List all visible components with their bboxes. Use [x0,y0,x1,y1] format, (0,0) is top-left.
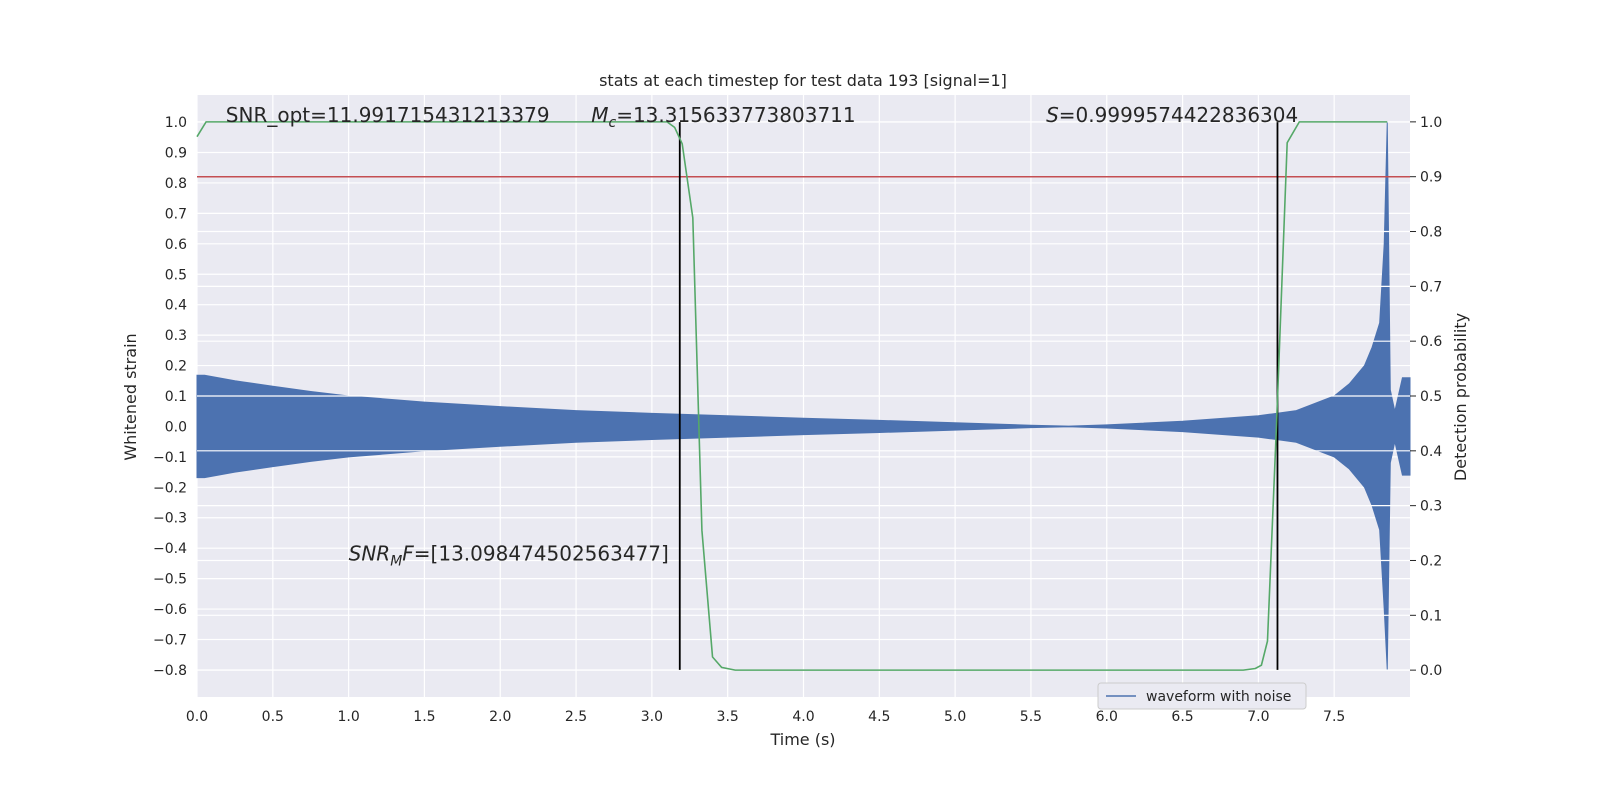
x-tick-label: 7.5 [1323,709,1345,725]
y-tick-label: −0.1 [153,450,187,466]
y-tick-label: 0.7 [165,206,187,222]
x-tick-label: 3.5 [717,709,739,725]
y-tick-label: 0.5 [165,267,187,283]
y-tick-label: 0.9 [165,146,187,162]
y-tick-label: 1.0 [165,115,187,131]
y2-tick-label: 0.8 [1420,225,1442,241]
x-tick-label: 0.0 [186,709,208,725]
annotation-part: =0.9999574422836304 [1059,103,1298,127]
x-tick-label: 5.0 [944,709,966,725]
y-tick-label: 0.2 [165,359,187,375]
x-tick-label: 6.5 [1171,709,1193,725]
annotation-part: =13.315633773803711 [616,103,855,127]
y-axis-label: Whitened strain [121,333,140,460]
legend-label: waveform with noise [1146,689,1291,705]
annotation: S=0.9999574422836304 [1046,103,1298,127]
y-tick-label: −0.4 [153,541,187,557]
annotation-part: M [390,553,402,569]
annotation-part: M [591,103,608,127]
annotation-part: S [1046,103,1059,127]
y2-axis-label: Detection probability [1451,313,1470,481]
y2-tick-label: 0.1 [1420,608,1442,624]
annotation: SNR_opt=11.991715431213379 [226,103,550,127]
y2-tick-label: 0.0 [1420,663,1442,679]
annotation-part: F [402,541,414,565]
y-tick-label: 0.3 [165,328,187,344]
x-tick-label: 7.0 [1247,709,1269,725]
y-tick-label: −0.6 [153,602,187,618]
x-tick-label: 4.5 [868,709,890,725]
x-tick-label: 5.5 [1020,709,1042,725]
y-tick-label: −0.2 [153,480,187,496]
x-tick-label: 2.5 [565,709,587,725]
chart-title: stats at each timestep for test data 193… [599,71,1007,90]
y2-tick-label: 0.3 [1420,499,1442,515]
x-tick-label: 0.5 [262,709,284,725]
x-axis-label: Time (s) [769,730,835,749]
x-tick-label: 1.5 [413,709,435,725]
legend-box [1097,682,1307,710]
annotation-part: SNR_opt=11.991715431213379 [226,103,550,127]
annotation-part: c [608,115,616,131]
x-tick-label: 2.0 [489,709,511,725]
y-tick-label: 0.0 [165,419,187,435]
y2-tick-label: 0.9 [1420,170,1442,186]
y2-tick-label: 0.7 [1420,279,1442,295]
y2-tick-label: 0.6 [1420,334,1442,350]
y-tick-label: 0.1 [165,389,187,405]
y-tick-label: 0.6 [165,237,187,253]
probability-line [196,121,1388,671]
y-tick-label: −0.7 [153,632,187,648]
waveform-band [196,122,1411,670]
y2-tick-label: 0.5 [1420,389,1442,405]
annotation: Mc=13.315633773803711 [591,103,855,131]
annotation-part: =[13.098474502563477] [414,541,669,565]
y-tick-label: −0.8 [153,663,187,679]
x-tick-label: 4.0 [792,709,814,725]
y-tick-label: 0.4 [165,298,187,314]
x-tick-label: 1.0 [337,709,359,725]
y-tick-label: 0.8 [165,176,187,192]
x-tick-label: 6.0 [1096,709,1118,725]
y-tick-label: −0.3 [153,511,187,527]
y-tick-label: −0.5 [153,572,187,588]
x-tick-label: 3.0 [641,709,663,725]
y2-tick-label: 1.0 [1420,115,1442,131]
y2-tick-label: 0.2 [1420,553,1442,569]
annotation-part: SNR [349,541,391,565]
y2-tick-label: 0.4 [1420,444,1442,460]
annotation: SNRMF=[13.098474502563477] [349,541,669,569]
